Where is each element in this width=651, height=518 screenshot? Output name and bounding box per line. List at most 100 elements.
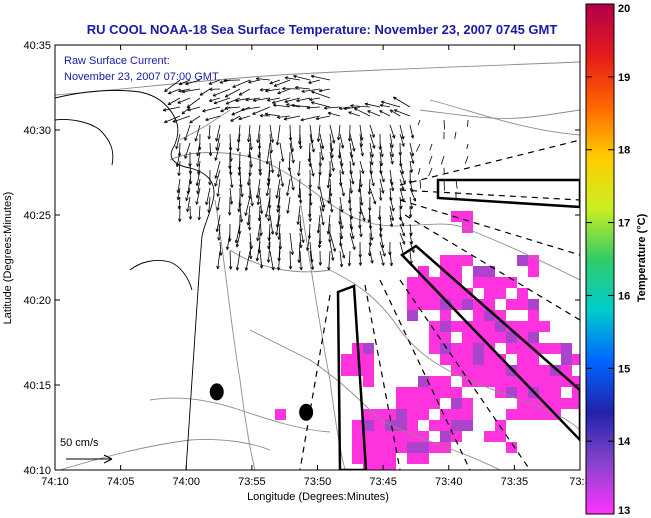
x-tick-label: 74:00	[172, 476, 200, 488]
sst-cell	[528, 299, 539, 310]
current-vector	[223, 78, 241, 83]
current-vector	[299, 250, 303, 271]
current-vector	[269, 250, 275, 271]
current-vector	[215, 124, 221, 142]
x-tick-label: 74:10	[41, 476, 69, 488]
sst-cell	[429, 387, 440, 398]
sst-cell	[572, 387, 580, 398]
sst-cell	[539, 387, 550, 398]
current-vector	[184, 142, 191, 159]
current-vector	[329, 196, 334, 213]
sst-cell	[517, 398, 528, 409]
current-vector	[293, 74, 311, 81]
colorbar-tick-label: 20	[618, 3, 630, 15]
colorbar-label: Temperature (°C)	[636, 213, 648, 302]
current-vector	[364, 102, 381, 108]
sst-cell	[429, 343, 440, 354]
current-vector	[393, 96, 411, 108]
current-vector	[419, 179, 422, 189]
current-vector	[399, 223, 406, 237]
current-vector	[399, 160, 405, 175]
current-vector	[284, 97, 301, 103]
current-vector	[275, 178, 281, 199]
current-vector	[399, 214, 405, 227]
current-vector	[181, 106, 191, 115]
current-vector	[301, 88, 321, 93]
current-vector	[367, 178, 372, 195]
colorbar	[585, 3, 615, 515]
sst-cell	[352, 365, 363, 376]
current-vector	[202, 106, 221, 113]
current-vector	[379, 110, 391, 117]
current-vector	[181, 88, 201, 94]
current-vector	[319, 196, 325, 212]
sst-cell	[506, 332, 517, 343]
sst-cell	[418, 299, 429, 310]
current-vector	[272, 103, 291, 108]
current-vector	[288, 250, 293, 270]
sst-cell	[385, 442, 396, 453]
y-tick-label: 40:20	[23, 295, 51, 307]
current-vector	[252, 106, 271, 115]
current-vector	[296, 205, 301, 225]
current-vector	[326, 214, 331, 235]
current-vector	[256, 124, 261, 143]
current-vector	[318, 250, 323, 266]
current-vector	[189, 115, 201, 124]
sst-cell	[506, 442, 517, 453]
current-vector	[175, 133, 181, 150]
zone-west	[336, 284, 368, 470]
sst-cell	[451, 354, 462, 365]
sst-cell	[363, 442, 374, 453]
sst-cell	[462, 420, 473, 431]
current-vector	[369, 124, 375, 138]
current-vector	[277, 88, 291, 95]
sst-cell	[429, 398, 440, 409]
sst-cell	[429, 332, 440, 343]
current-vector	[184, 124, 191, 141]
coastline	[55, 89, 215, 470]
current-vector	[229, 169, 234, 188]
sst-cell	[495, 376, 506, 387]
sst-cell	[572, 354, 580, 365]
current-vector	[244, 196, 251, 216]
zone-boundary-dashed	[399, 199, 580, 256]
sst-cell	[451, 420, 462, 431]
current-vector	[309, 133, 315, 153]
current-vector	[208, 97, 221, 103]
current-vector	[316, 124, 321, 142]
sst-cell	[451, 398, 462, 409]
sst-cell	[561, 398, 572, 409]
current-vector	[310, 101, 331, 108]
sst-cell	[429, 420, 440, 431]
current-vector	[269, 79, 281, 85]
sst-cell	[550, 343, 561, 354]
depth-contour	[229, 249, 580, 431]
current-vector	[209, 87, 221, 92]
current-vector	[389, 178, 395, 192]
sst-cell	[484, 310, 495, 321]
sst-cell	[517, 332, 528, 343]
sst-cell	[528, 398, 539, 409]
current-vector	[255, 178, 261, 199]
current-vector	[399, 124, 405, 140]
sst-cell	[275, 409, 286, 420]
current-vector	[269, 124, 275, 143]
current-vector	[378, 187, 383, 201]
sst-cell	[517, 354, 528, 365]
sst-cell	[418, 387, 429, 398]
sst-cell	[539, 365, 550, 376]
sst-cell	[484, 376, 495, 387]
current-vector	[291, 103, 311, 108]
current-vector	[162, 106, 181, 112]
sst-cell	[418, 277, 429, 288]
colorbar-tick-label: 17	[618, 218, 630, 230]
sst-cell	[484, 365, 495, 376]
sst-cell	[429, 299, 440, 310]
sst-cell	[506, 277, 517, 288]
colorbar-tick-label: 18	[618, 145, 630, 157]
current-vector	[369, 142, 374, 158]
current-vector	[298, 187, 303, 204]
current-vector	[289, 142, 295, 164]
current-vector	[276, 160, 281, 178]
